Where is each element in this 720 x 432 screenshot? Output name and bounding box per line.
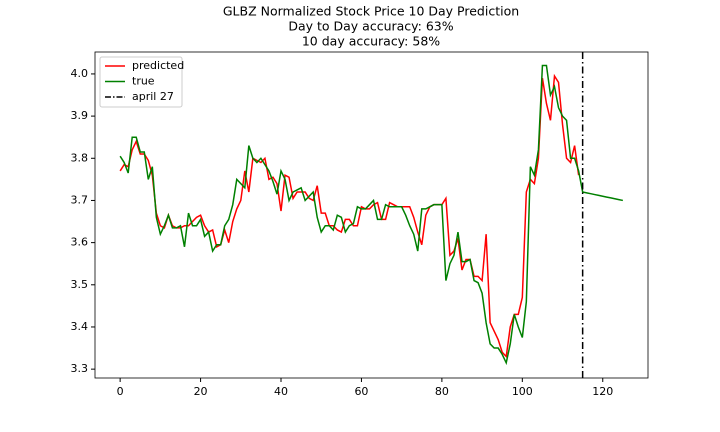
x-tick-label: 40 (274, 385, 288, 398)
y-tick-label: 3.9 (71, 109, 89, 122)
line-series (119, 64, 624, 366)
y-tick-label: 3.7 (71, 193, 89, 206)
x-tick-label: 20 (194, 385, 208, 398)
x-tick-label: 100 (512, 385, 533, 398)
x-tick-label: 80 (435, 385, 449, 398)
legend-box (99, 56, 183, 108)
chart-title: GLBZ Normalized Stock Price 10 Day Predi… (223, 4, 519, 19)
y-tick-label: 3.3 (71, 362, 89, 375)
plot-frame (94, 51, 649, 379)
chart-subtitle: 10 day accuracy: 58% (302, 34, 440, 49)
x-tick-label: 120 (592, 385, 613, 398)
legend-label: april 27 (132, 90, 174, 103)
y-tick-label: 3.8 (71, 151, 89, 164)
x-tick-label: 60 (354, 385, 368, 398)
y-tick-label: 3.4 (71, 320, 89, 333)
chart-subtitle: Day to Day accuracy: 63% (288, 19, 453, 34)
y-tick-label: 3.5 (71, 278, 89, 291)
y-tick-label: 4.0 (71, 67, 89, 80)
line-series (119, 73, 580, 359)
legend-label: predicted (132, 59, 184, 72)
y-tick-label: 3.6 (71, 236, 89, 249)
legend-label: true (132, 75, 155, 88)
x-tick-label: 0 (117, 385, 124, 398)
